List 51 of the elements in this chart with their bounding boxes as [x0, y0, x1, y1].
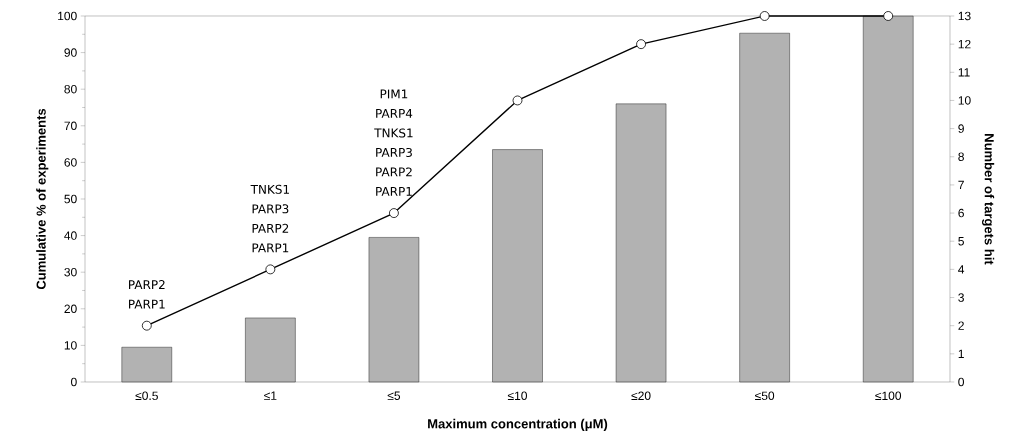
x-axis-title: Maximum concentration (μM) [428, 418, 608, 431]
annotation: PARP2 PARP1 [129, 280, 165, 309]
bar [121, 347, 172, 383]
y-tick-label: 30 [64, 267, 77, 277]
annotation: PIM1 PARP4 TNKS1 PARP3 PARP2 PARP1 [374, 89, 413, 196]
y2-tick-label: 5 [958, 237, 964, 246]
y2-tick-label: 10 [958, 96, 971, 105]
point [883, 11, 894, 21]
y-tick-label: 10 [64, 341, 77, 350]
x-tick-label: ≤0.5 [135, 391, 158, 401]
y-tick-label: 50 [64, 194, 77, 204]
bar [615, 103, 667, 383]
x-tick-label: ≤1 [264, 391, 277, 400]
point [512, 95, 523, 106]
x-tick-label: ≤100 [875, 391, 902, 401]
y2-tick-label: 2 [958, 321, 964, 330]
y-tick-label: 40 [64, 231, 77, 240]
point [759, 11, 770, 21]
y2-tick-label: 8 [958, 152, 964, 161]
y2-tick-label: 0 [958, 377, 965, 387]
point [636, 39, 646, 50]
bar [492, 149, 543, 383]
x-tick-label: ≤5 [387, 391, 401, 400]
bar [368, 237, 420, 383]
y2-tick-label: 11 [958, 68, 970, 77]
y-tick-label: 80 [64, 84, 77, 94]
y2-tick-label: 7 [958, 180, 964, 190]
point [389, 208, 399, 218]
y2-tick-label: 3 [958, 293, 964, 302]
y2-tick-label: 12 [958, 39, 971, 49]
y2-tick-label: 9 [958, 124, 964, 133]
y2-tick-label: 4 [958, 265, 965, 274]
y-tick-label: 90 [64, 48, 77, 57]
annotation: TNKS1 PARP3 PARP2 PARP1 [250, 184, 289, 253]
y2-tick-label: 6 [958, 208, 964, 218]
y2-tick-label: 1 [958, 349, 964, 358]
point [141, 320, 152, 331]
y-axis-title: Cumulative % of experiments [36, 108, 49, 290]
bar [739, 32, 790, 383]
y-tick-label: 60 [64, 158, 77, 167]
y-tick-label: 20 [64, 304, 77, 314]
point [265, 264, 276, 275]
x-tick-label: ≤20 [631, 391, 651, 401]
y2-tick-label: 13 [958, 11, 971, 21]
x-tick-label: ≤50 [755, 391, 775, 401]
y2-axis-title: Number of targets hit [982, 134, 995, 265]
x-tick-label: ≤10 [507, 391, 528, 401]
y-tick-label: 0 [71, 377, 77, 387]
y-tick-label: 70 [64, 121, 77, 131]
y-tick-label: 100 [58, 11, 77, 21]
bar [245, 317, 296, 383]
